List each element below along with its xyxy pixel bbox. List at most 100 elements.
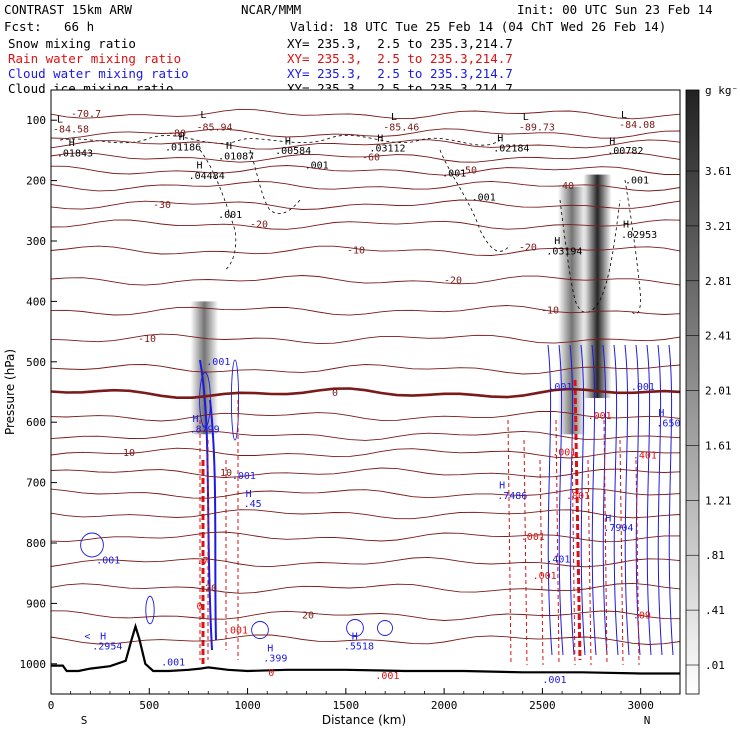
colorbar bbox=[685, 89, 700, 695]
y-tick-label-5: 600 bbox=[26, 416, 46, 429]
rain-contour-right-5 bbox=[587, 459, 592, 666]
rain-contour-right-1 bbox=[523, 439, 528, 666]
temperature-contour-label-17: 10 bbox=[220, 468, 232, 479]
temperature-contour-label-7: -20 bbox=[250, 220, 268, 231]
x-tick-label-0: 0 bbox=[48, 699, 55, 712]
colorbar-tick-label-6: 1.21 bbox=[705, 494, 732, 507]
contour-label-58: .001 bbox=[161, 658, 185, 669]
contour-label-13: .01186 bbox=[165, 142, 201, 153]
cloud-water-column-10 bbox=[657, 344, 663, 656]
contour-label-60: .001 bbox=[542, 675, 566, 686]
cloud-water-contour-1 bbox=[230, 359, 240, 441]
contour-label-70: .401 bbox=[633, 450, 657, 461]
y-tick-label-9: 1000 bbox=[20, 658, 47, 671]
temperature-contour-20 bbox=[51, 531, 680, 543]
temperature-contour-5 bbox=[51, 180, 680, 192]
contour-label-31: H bbox=[623, 220, 629, 231]
temperature-contour-10 bbox=[51, 305, 680, 316]
colorbar-tick-label-1: 3.21 bbox=[705, 220, 732, 233]
temperature-contour-12 bbox=[51, 364, 680, 375]
model-title: CONTRAST 15km ARW bbox=[4, 2, 132, 17]
contour-label-38: .001 bbox=[631, 382, 655, 393]
colorbar-tick-label-5: 1.61 bbox=[705, 439, 732, 452]
colorbar-tick-label-8: .41 bbox=[705, 604, 725, 617]
ice-shading-column-2 bbox=[583, 174, 612, 399]
rain-contour-right-2 bbox=[539, 459, 544, 666]
contour-label-49: .650 bbox=[656, 418, 680, 429]
temperature-contour-17 bbox=[51, 467, 680, 478]
contour-label-45: .7486 bbox=[497, 491, 527, 502]
field-name-snow: Snow mixing ratio bbox=[8, 36, 136, 51]
y-tick-label-3: 400 bbox=[26, 295, 46, 308]
contour-label-69: .001 bbox=[552, 447, 576, 458]
contour-label-33: H bbox=[554, 236, 560, 247]
temperature-contour-18 bbox=[51, 488, 680, 499]
contour-label-1: -84.58 bbox=[53, 124, 89, 135]
contour-label-61: .401 bbox=[546, 554, 570, 565]
contour-label-42: H bbox=[246, 489, 252, 500]
temperature-contour-label-22: 20 bbox=[205, 583, 217, 594]
cloud-water-contour-2 bbox=[80, 532, 104, 558]
colorbar-tick-label-4: 2.01 bbox=[705, 385, 732, 398]
colorbar-tick-label-3: 2.41 bbox=[705, 330, 732, 343]
cloud-water-contour-3 bbox=[145, 595, 155, 625]
cloud-water-contour-5 bbox=[377, 620, 393, 636]
contour-label-25: .04484 bbox=[189, 171, 225, 182]
temperature-contour-label-9: -20 bbox=[444, 275, 462, 286]
contour-label-50: .001 bbox=[96, 556, 120, 567]
contour-label-59: .001 bbox=[375, 671, 399, 682]
temperature-contour-23 bbox=[51, 610, 680, 621]
temperature-contour-2 bbox=[51, 139, 680, 150]
contour-label-18: H bbox=[497, 133, 503, 144]
contour-label-43: .45 bbox=[244, 499, 262, 510]
y-tick-label-2: 300 bbox=[26, 235, 46, 248]
contour-label-2: L bbox=[200, 110, 206, 121]
cloud-water-core-left-2 bbox=[209, 399, 217, 641]
temperature-contours: -70.7 -80 -60 -50 -40 -30 -20 -10 -20 -10 -10 0 10 10… bbox=[51, 108, 680, 645]
cloud-water-column-2 bbox=[569, 344, 575, 656]
contour-label-23: .01087 bbox=[218, 151, 254, 162]
init-time: Init: 00 UTC Sun 23 Feb 14 bbox=[517, 2, 713, 17]
snow-contour-left bbox=[199, 149, 237, 271]
rain-contour-right-6 bbox=[603, 419, 608, 666]
cloud-water-contour-6 bbox=[251, 621, 269, 639]
contour-label-66: .001 bbox=[533, 571, 557, 582]
contour-label-11: .01843 bbox=[57, 148, 93, 159]
cloud-water-column-9 bbox=[646, 344, 652, 656]
contour-label-4: L bbox=[391, 112, 397, 123]
temperature-contour-15 bbox=[51, 430, 680, 441]
contour-label-67: .001 bbox=[521, 532, 545, 543]
valid-time: Valid: 18 UTC Tue 25 Feb 14 (04 ChT Wed … bbox=[290, 19, 667, 34]
colorbar-tick-label-7: .81 bbox=[705, 549, 725, 562]
temperature-contour-label-3: -60 bbox=[362, 153, 380, 164]
temperature-contour-22 bbox=[51, 582, 680, 594]
temperature-contour-24 bbox=[51, 634, 680, 645]
temperature-contour-label-13: 0 bbox=[332, 388, 338, 399]
contour-label-57: .5518 bbox=[344, 641, 374, 652]
temperature-contour-label-16: 10 bbox=[123, 448, 135, 459]
temperature-contour-label-10: -10 bbox=[541, 305, 559, 316]
contour-label-36: .001 bbox=[206, 357, 230, 368]
contour-label-41: .001 bbox=[232, 471, 256, 482]
contour-label-63: 0 bbox=[268, 668, 274, 679]
contour-label-10: H bbox=[69, 138, 75, 149]
terrain-line bbox=[51, 622, 680, 675]
temperature-contour-label-1: -80 bbox=[168, 128, 186, 139]
contour-label-56: H bbox=[352, 632, 358, 643]
temperature-contour-label-4: -50 bbox=[459, 165, 477, 176]
temperature-contour-14 bbox=[51, 410, 680, 422]
contour-label-72: .001 bbox=[566, 491, 590, 502]
contour-label-21: .00782 bbox=[607, 146, 643, 157]
colorbar-unit: g kg⁻¹ bbox=[705, 84, 740, 97]
temperature-contour-0 bbox=[51, 108, 680, 120]
cloud-water-column-8 bbox=[635, 344, 641, 656]
contour-label-40: .8799 bbox=[190, 424, 220, 435]
ice-shading-column-0 bbox=[190, 301, 219, 435]
contour-label-12: H bbox=[179, 132, 185, 143]
temperature-contour-label-23: 20 bbox=[302, 610, 314, 621]
cloud-water-column-4 bbox=[591, 344, 597, 656]
cloud-water-column-0 bbox=[547, 344, 553, 656]
x-tick-label-5: 2500 bbox=[529, 699, 556, 712]
cloud-water-column-11 bbox=[668, 344, 674, 656]
